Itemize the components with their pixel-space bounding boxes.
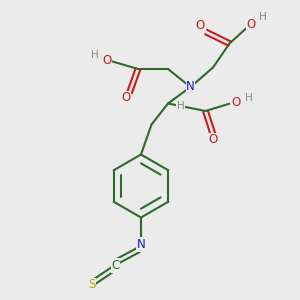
Text: O: O	[231, 95, 240, 109]
Text: O: O	[208, 133, 217, 146]
Text: N: N	[186, 80, 195, 94]
Text: C: C	[111, 259, 120, 272]
Text: O: O	[103, 53, 112, 67]
Text: O: O	[195, 19, 204, 32]
Text: O: O	[122, 91, 130, 104]
Text: S: S	[88, 278, 95, 292]
Text: H: H	[245, 93, 253, 103]
Text: O: O	[247, 18, 256, 32]
Text: N: N	[136, 238, 146, 251]
Text: H: H	[91, 50, 99, 60]
Text: H: H	[259, 12, 266, 22]
Text: H: H	[177, 101, 184, 111]
